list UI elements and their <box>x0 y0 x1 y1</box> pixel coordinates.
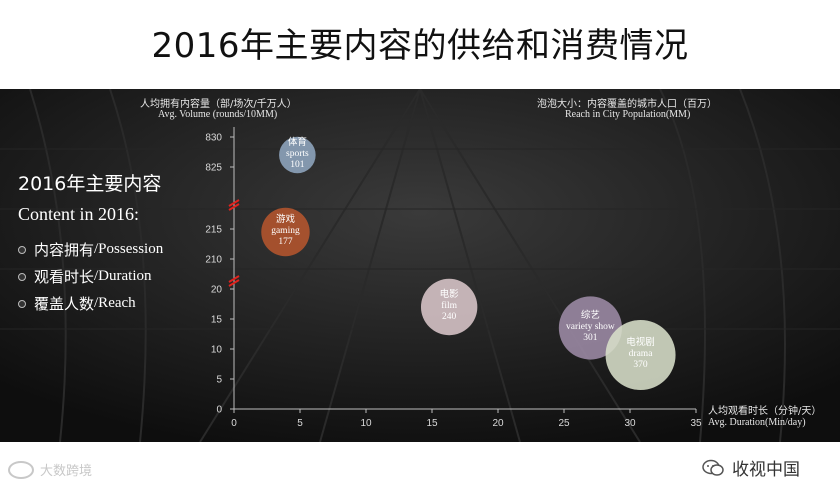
bullet-icon <box>18 272 26 281</box>
x-tick-label: 30 <box>624 418 636 429</box>
bubble-circle <box>279 136 316 174</box>
y-tick-label: 210 <box>205 255 222 266</box>
bubble-label: 电视剧 <box>626 336 655 348</box>
list-item-en: /Possession <box>94 241 164 257</box>
publisher-watermark: 收视中国 <box>702 455 800 480</box>
y-tick-label: 5 <box>216 375 222 386</box>
wechat-icon <box>702 459 724 476</box>
bubble-size-legend-cn: 泡泡大小：内容覆盖的城市人口（百万） <box>537 99 717 110</box>
bubble-circle <box>558 296 622 360</box>
x-tick-label: 15 <box>426 418 438 429</box>
bubble-size-legend-en: Reach in City Population(MM) <box>565 109 691 120</box>
bubble-circle <box>420 278 478 336</box>
bubble-label: film <box>441 300 457 311</box>
source-logo-icon <box>8 460 34 479</box>
bubble-label: 综艺 <box>581 309 600 321</box>
bubble-label: drama <box>629 349 654 359</box>
list-item-cn: 内容拥有 <box>34 241 95 259</box>
y-tick-label: 20 <box>211 285 223 296</box>
bubble-circle <box>261 207 310 257</box>
summary-heading-cn: 2016年主要内容 <box>18 173 162 195</box>
bubble-label: sports <box>286 149 309 159</box>
list-item: 内容拥有 /Possession <box>18 239 163 260</box>
bubble-chart: 0 5 10 15 20 25 30 35 0 5 10 15 20 210 215 825 830 体育spor… <box>205 127 702 429</box>
chart-panel: 0 5 10 15 20 25 30 35 0 5 10 15 20 210 215 825 830 体育 spor… <box>0 89 840 442</box>
y-tick-label: 15 <box>211 315 223 326</box>
source-text: 大数跨境 <box>40 464 93 479</box>
bullet-icon <box>18 299 26 308</box>
bubble-label: variety show <box>566 322 615 332</box>
list-item-cn: 观看时长 <box>34 268 95 286</box>
axis-break-stroke <box>228 203 240 211</box>
axis-break-mark <box>228 275 240 287</box>
bubble-label: 电影 <box>440 288 460 300</box>
summary-list: 内容拥有 /Possession 观看时长 /Duration 覆盖人数 /Re… <box>18 239 163 314</box>
bubble-label: 体育 <box>288 136 307 148</box>
y-axis-title-en: Avg. Volume (rounds/10MM) <box>158 109 278 120</box>
x-tick-label: 0 <box>231 418 237 429</box>
bubble-label: gaming <box>271 226 300 236</box>
bubble-label: 370 <box>633 360 648 370</box>
x-axis-title-en: Avg. Duration(Min/day) <box>708 417 806 428</box>
list-item: 观看时长 /Duration <box>18 266 163 287</box>
x-tick-label: 5 <box>297 418 303 429</box>
publisher-text: 收视中国 <box>732 460 800 480</box>
source-watermark: 大数跨境 <box>8 460 92 479</box>
bubble-label: 240 <box>442 312 457 322</box>
background-architecture-image <box>0 89 840 442</box>
y-tick-label: 10 <box>211 345 223 356</box>
x-tick-label: 35 <box>690 418 702 429</box>
y-tick-label: 0 <box>216 405 222 416</box>
y-tick-label: 830 <box>205 133 222 144</box>
axis-break-stroke <box>228 199 240 207</box>
bubble-label: 301 <box>583 333 598 343</box>
x-axis-title-cn: 人均观看时长（分钟/天） <box>708 406 822 417</box>
bullet-icon <box>18 245 26 254</box>
bubble-label: 177 <box>278 237 293 247</box>
axis-break-mark <box>228 199 240 211</box>
bubble-label: 游戏 <box>276 213 296 225</box>
list-item-en: /Reach <box>94 295 136 311</box>
y-tick-label: 215 <box>205 225 222 236</box>
page-title: 2016年主要内容的供给和消费情况 <box>151 26 689 66</box>
x-tick-label: 10 <box>360 418 372 429</box>
content-summary: 2016年主要内容 Content in 2016: 内容拥有 /Possess… <box>18 169 163 320</box>
axis-break-stroke <box>228 275 240 283</box>
list-item-cn: 覆盖人数 <box>34 295 95 313</box>
list-item-en: /Duration <box>94 268 152 284</box>
y-tick-label: 825 <box>205 163 222 174</box>
summary-heading-en: Content in 2016: <box>18 204 139 224</box>
x-tick-label: 20 <box>492 418 504 429</box>
axis-break-stroke <box>228 279 240 287</box>
y-axis-title-cn: 人均拥有内容量（部/场次/千万人） <box>140 99 297 110</box>
bubble-label: 101 <box>290 160 305 170</box>
bubble-circle <box>605 320 676 390</box>
list-item: 覆盖人数 /Reach <box>18 293 163 314</box>
x-tick-label: 25 <box>558 418 570 429</box>
